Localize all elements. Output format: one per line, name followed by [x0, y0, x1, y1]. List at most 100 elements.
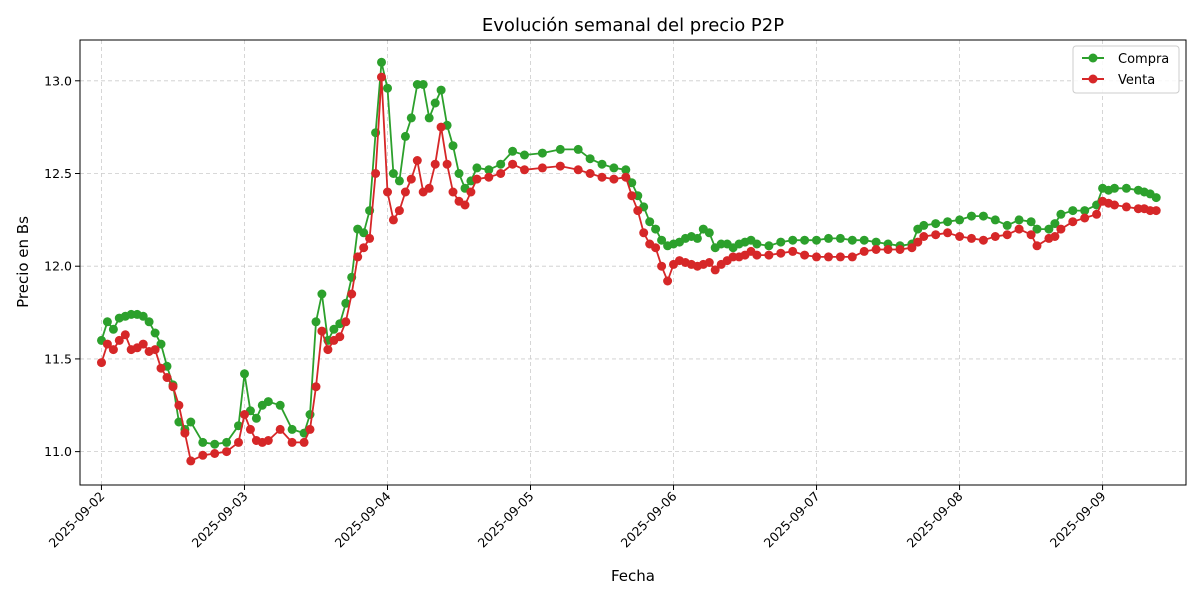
series-compra-point: [1068, 206, 1078, 216]
series-compra-point: [424, 113, 434, 123]
series-compra-point: [430, 98, 440, 108]
series-venta-point: [764, 250, 774, 260]
y-tick-label: 12.5: [44, 166, 72, 181]
series-compra-point: [317, 289, 327, 299]
series-venta-point: [537, 163, 547, 173]
series-venta-point: [162, 373, 172, 382]
series-venta-point: [412, 156, 422, 165]
series-compra-point: [597, 159, 607, 169]
series-compra-point: [812, 235, 821, 245]
series-venta-point: [710, 265, 720, 275]
series-venta-point: [931, 230, 941, 240]
series-compra-point: [406, 113, 416, 123]
series-venta-point: [365, 233, 375, 243]
series-venta-point: [394, 206, 404, 216]
series-compra-point: [651, 224, 661, 234]
series-venta-point: [1026, 230, 1036, 240]
series-venta-point: [120, 330, 130, 340]
series-venta-point: [436, 122, 446, 132]
series-compra-point: [1056, 209, 1066, 219]
series-venta-point: [895, 245, 905, 254]
series-venta-point: [657, 261, 667, 271]
series-venta-point: [859, 246, 869, 256]
series-venta-point: [597, 172, 607, 182]
series-venta-point: [800, 250, 810, 260]
series-venta-point: [198, 450, 208, 460]
series-compra-point: [1121, 183, 1131, 193]
series-venta-point: [955, 232, 965, 241]
series-venta-point: [245, 424, 255, 434]
series-venta-point: [442, 159, 452, 169]
series-venta-point: [174, 400, 184, 410]
series-compra-point: [388, 169, 398, 178]
series-venta-point: [406, 174, 416, 184]
series-venta-point: [913, 237, 923, 247]
series-compra-point: [871, 237, 881, 247]
series-venta-point: [752, 250, 762, 260]
series-compra-point: [222, 437, 232, 447]
series-compra-point: [329, 324, 339, 334]
series-compra-point: [788, 235, 798, 245]
series-compra-point: [436, 85, 446, 95]
series-venta-point: [240, 410, 249, 419]
legend: Compra Venta: [1072, 45, 1180, 94]
series-venta-point: [943, 228, 953, 238]
series-compra-point: [400, 131, 410, 141]
series-venta-point: [108, 345, 118, 355]
series-venta-point: [388, 215, 398, 225]
series-compra-point: [955, 215, 965, 225]
series-venta-point: [335, 332, 345, 342]
series-compra-point: [240, 369, 249, 379]
y-tick-label: 11.0: [44, 444, 72, 459]
series-venta-point: [633, 206, 643, 216]
series-layer: [97, 57, 1161, 466]
series-venta-point: [156, 363, 166, 373]
series-compra-point: [1032, 224, 1042, 234]
series-compra-point: [1151, 193, 1161, 203]
series-venta-point: [812, 252, 821, 262]
series-venta-point: [317, 326, 327, 336]
series-venta-point: [97, 358, 106, 368]
series-compra-point: [454, 169, 464, 178]
series-compra-point: [484, 165, 494, 175]
series-venta-point: [1092, 209, 1102, 219]
series-venta-point: [663, 276, 673, 286]
series-compra-point: [198, 437, 208, 447]
y-tick-label: 13.0: [44, 73, 72, 88]
series-venta-point: [704, 258, 714, 267]
series-compra-point: [573, 144, 583, 154]
series-venta-point: [222, 447, 232, 457]
series-compra-point: [186, 417, 196, 427]
series-compra-point: [692, 233, 702, 243]
series-compra-point: [138, 311, 148, 321]
series-compra-point: [978, 211, 988, 221]
series-venta-point: [484, 172, 494, 182]
series-venta-point: [323, 345, 333, 355]
series-compra-point: [472, 163, 482, 173]
series-compra-point: [1002, 220, 1012, 230]
series-compra-point: [752, 239, 762, 249]
legend-venta-marker: [1088, 74, 1098, 84]
series-compra-point: [311, 317, 321, 327]
series-compra-point: [508, 146, 518, 156]
series-venta-point: [651, 243, 661, 253]
series-venta-point: [371, 169, 381, 178]
y-tick-label: 12.0: [44, 259, 72, 274]
series-venta-point: [114, 335, 124, 345]
series-venta-point: [460, 200, 470, 210]
series-compra-point: [537, 148, 547, 158]
series-venta-point: [234, 437, 243, 447]
series-compra-point: [990, 215, 1000, 225]
series-venta-point: [383, 187, 392, 197]
series-venta-point: [466, 187, 476, 197]
series-compra-point: [156, 339, 166, 349]
series-venta-point: [1050, 232, 1060, 241]
series-venta-point: [186, 456, 196, 466]
legend-venta-label: Venta: [1118, 73, 1155, 88]
series-venta-point: [424, 183, 434, 193]
plot-frame: [79, 39, 1187, 486]
series-compra-point: [210, 439, 220, 449]
x-axis-label: Fecha: [611, 567, 655, 585]
series-compra-point: [108, 324, 118, 334]
